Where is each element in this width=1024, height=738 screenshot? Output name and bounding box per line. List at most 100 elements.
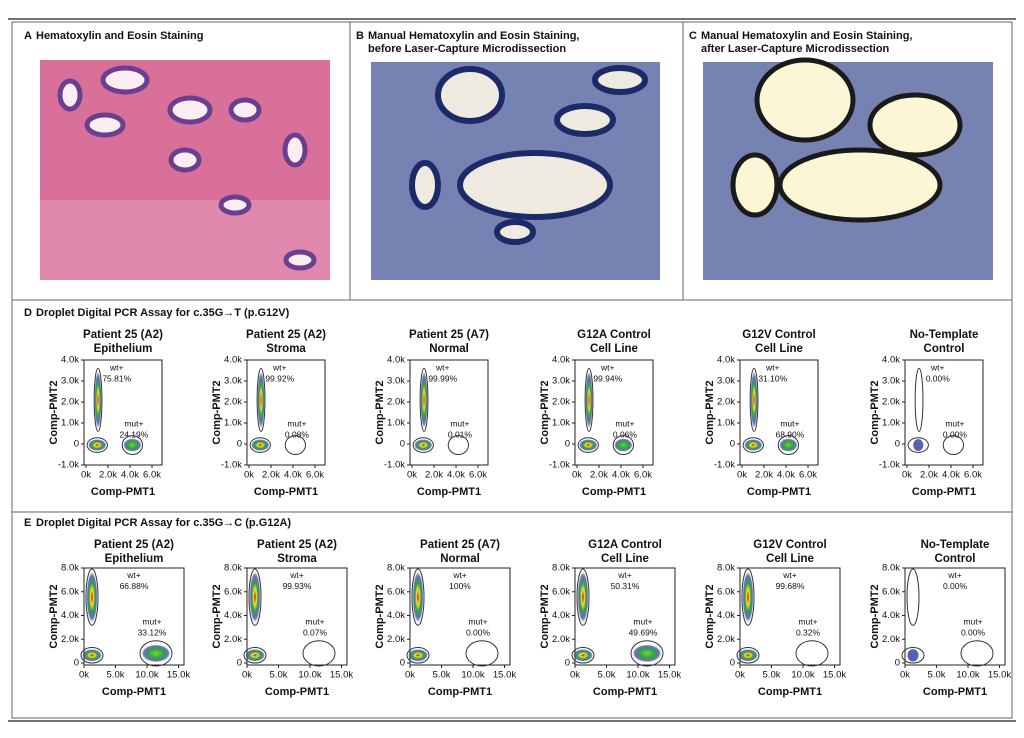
mut-annotation: mut+: [287, 418, 306, 428]
y-tick-label: 4.0k: [552, 355, 570, 366]
y-tick-label: 3.0k: [224, 376, 242, 387]
panel-label: B: [356, 30, 364, 42]
x-axis-label: Comp-PMT1: [102, 686, 166, 698]
plot-title: G12V Control: [742, 329, 815, 341]
section-title: Droplet Digital PCR Assay for c.35G→C (p…: [36, 517, 291, 529]
gate: [256, 367, 266, 432]
x-tick-label: 10.0k: [298, 670, 321, 681]
y-tick-label: 4.0k: [224, 355, 242, 366]
mut-annotation: 0.00%: [943, 429, 968, 439]
x-tick-label: 10.0k: [791, 670, 814, 681]
y-tick-label: 3.0k: [61, 376, 79, 387]
y-tick-label: 4.0k: [717, 355, 735, 366]
y-tick-label: 4.0k: [387, 610, 405, 621]
gate: [284, 435, 306, 455]
gate: [576, 568, 590, 626]
mut-annotation: 0.06%: [613, 429, 638, 439]
y-tick-label: -1.0k: [714, 460, 735, 471]
x-tick-label: 15.0k: [658, 670, 681, 681]
droplet-cluster: [82, 649, 102, 662]
mut-annotation: mut+: [124, 418, 143, 428]
x-tick-label: 10.0k: [956, 670, 979, 681]
y-tick-label: 4.0k: [882, 610, 900, 621]
wt-annotation: wt+: [782, 570, 797, 580]
panel-label: C: [689, 30, 697, 42]
plot-title: Epithelium: [105, 553, 164, 565]
plot-title: Cell Line: [755, 343, 803, 355]
x-tick-label: 2.0k: [755, 470, 773, 481]
gate: [243, 647, 267, 664]
y-tick-label: 6.0k: [387, 586, 405, 597]
x-tick-label: 15.0k: [493, 670, 516, 681]
plot-frame: [739, 567, 841, 666]
x-tick-label: 0k: [900, 670, 910, 681]
droplet-cluster: [245, 649, 265, 662]
plot-title: Control: [924, 343, 965, 355]
y-tick-label: 4.0k: [224, 610, 242, 621]
gate: [942, 435, 964, 455]
gate: [584, 367, 594, 432]
x-tick-label: 2.0k: [920, 470, 938, 481]
gate: [411, 568, 425, 626]
x-axis-label: Comp-PMT1: [428, 686, 492, 698]
x-tick-label: 0k: [242, 670, 252, 681]
gate: [248, 568, 262, 626]
droplet-cluster: [632, 644, 662, 663]
gate: [139, 640, 173, 667]
x-axis-label: Comp-PMT1: [923, 686, 987, 698]
y-tick-label: 1.0k: [61, 418, 79, 429]
mut-annotation: mut+: [963, 617, 982, 627]
image-c: [703, 57, 993, 280]
y-tick-label: 0: [730, 439, 735, 450]
gate: [960, 640, 994, 667]
y-axis-label: Comp-PMT2: [374, 380, 386, 444]
plot-title: Normal: [440, 553, 480, 565]
mut-annotation: 33.12%: [138, 628, 167, 638]
mut-annotation: mut+: [945, 418, 964, 428]
y-axis-label: Comp-PMT2: [211, 584, 223, 648]
glands: [409, 65, 648, 245]
droplet-cluster: [141, 644, 171, 663]
panel-title: Manual Hematoxylin and Eosin Staining,: [368, 30, 579, 42]
droplet-cluster: [251, 439, 270, 451]
x-tick-label: 0k: [407, 470, 417, 481]
plot-title: Patient 25 (A7): [420, 539, 500, 551]
droplet-cluster: [579, 439, 598, 451]
wt-annotation: 99.99%: [428, 374, 457, 384]
wt-annotation: wt+: [109, 363, 124, 373]
y-tick-label: 4.0k: [61, 355, 79, 366]
y-tick-label: 4.0k: [552, 610, 570, 621]
x-axis-label: Comp-PMT1: [254, 486, 318, 498]
section-label: D: [24, 307, 32, 319]
wt-annotation: wt+: [617, 570, 632, 580]
y-tick-label: 0: [895, 439, 900, 450]
y-tick-label: 2.0k: [552, 634, 570, 645]
y-tick-label: 1.0k: [224, 418, 242, 429]
gate: [741, 568, 755, 626]
x-tick-label: 15.0k: [988, 670, 1011, 681]
figure-frame: [11, 21, 1013, 719]
droplet-cluster: [249, 571, 261, 623]
gate: [906, 568, 920, 626]
mut-annotation: mut+: [450, 418, 469, 428]
x-tick-label: 10.0k: [626, 670, 649, 681]
glands: [57, 65, 317, 271]
y-tick-label: 2.0k: [224, 397, 242, 408]
y-tick-label: 0: [400, 439, 405, 450]
y-tick-label: 8.0k: [61, 563, 79, 574]
y-tick-label: 0: [74, 439, 79, 450]
mut-annotation: 49.69%: [629, 628, 658, 638]
droplet-cluster: [585, 371, 593, 429]
x-tick-label: 6.0k: [799, 470, 817, 481]
y-tick-label: 2.0k: [224, 634, 242, 645]
y-tick-label: 2.0k: [882, 397, 900, 408]
y-tick-label: 3.0k: [552, 376, 570, 387]
gate: [901, 647, 925, 664]
wt-annotation: wt+: [272, 363, 287, 373]
wt-annotation: 66.88%: [120, 581, 149, 591]
x-tick-label: 5.0k: [107, 670, 125, 681]
plot-frame: [246, 567, 348, 666]
gate: [85, 568, 99, 626]
x-tick-label: 5.0k: [763, 670, 781, 681]
y-tick-label: 1.0k: [552, 418, 570, 429]
